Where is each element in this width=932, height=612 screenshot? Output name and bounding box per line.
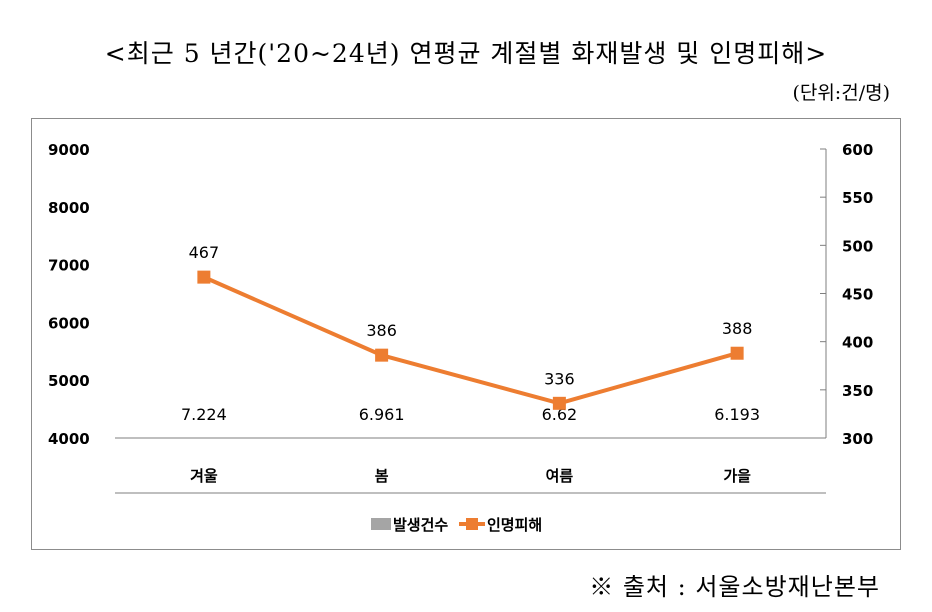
line-data-label: 386 — [366, 321, 397, 340]
chart-frame — [31, 118, 901, 550]
right-tick-label: 300 — [842, 430, 873, 448]
chart-title: <최근 5 년간('20~24년) 연평균 계절별 화재발생 및 인명피해> — [104, 39, 828, 68]
bar-data-label: 6.193 — [714, 405, 760, 424]
bar-data-label: 6.961 — [359, 405, 405, 424]
category-label: 봄 — [375, 467, 389, 485]
right-tick-label: 450 — [842, 286, 873, 304]
bar-data-label: 6.62 — [542, 405, 578, 424]
unit-label: (단위:건/명) — [792, 82, 890, 104]
category-label: 여름 — [546, 467, 574, 485]
line-point-marker — [552, 396, 566, 410]
category-label: 가을 — [723, 467, 751, 485]
left-tick-label: 4000 — [48, 430, 90, 448]
line-point-marker — [197, 270, 211, 284]
right-tick-label: 400 — [842, 334, 873, 352]
right-tick-label: 500 — [842, 237, 873, 255]
left-tick-label: 7000 — [48, 257, 90, 275]
line-point-marker — [730, 346, 744, 360]
line-point-marker — [375, 348, 389, 362]
left-tick-label: 5000 — [48, 372, 90, 390]
line-data-label: 388 — [722, 319, 753, 338]
left-tick-label: 6000 — [48, 314, 90, 332]
right-tick-label: 350 — [842, 382, 873, 400]
legend-bar-swatch — [371, 518, 391, 530]
bar-data-label: 7.224 — [181, 405, 227, 424]
legend-line-marker — [466, 518, 478, 530]
line-series-injuries — [203, 275, 738, 406]
legend-label-fires: 발생건수 — [393, 516, 448, 534]
left-tick-label: 8000 — [48, 199, 90, 217]
category-label: 겨울 — [190, 467, 218, 485]
right-tick-label: 550 — [842, 189, 873, 207]
legend-label-injuries: 인명피해 — [487, 516, 542, 534]
left-tick-label: 9000 — [48, 141, 90, 159]
right-tick-label: 600 — [842, 141, 873, 159]
source-note: ※ 출처 : 서울소방재난본부 — [589, 573, 880, 601]
line-data-label: 336 — [544, 369, 575, 388]
line-data-label: 467 — [189, 243, 220, 262]
